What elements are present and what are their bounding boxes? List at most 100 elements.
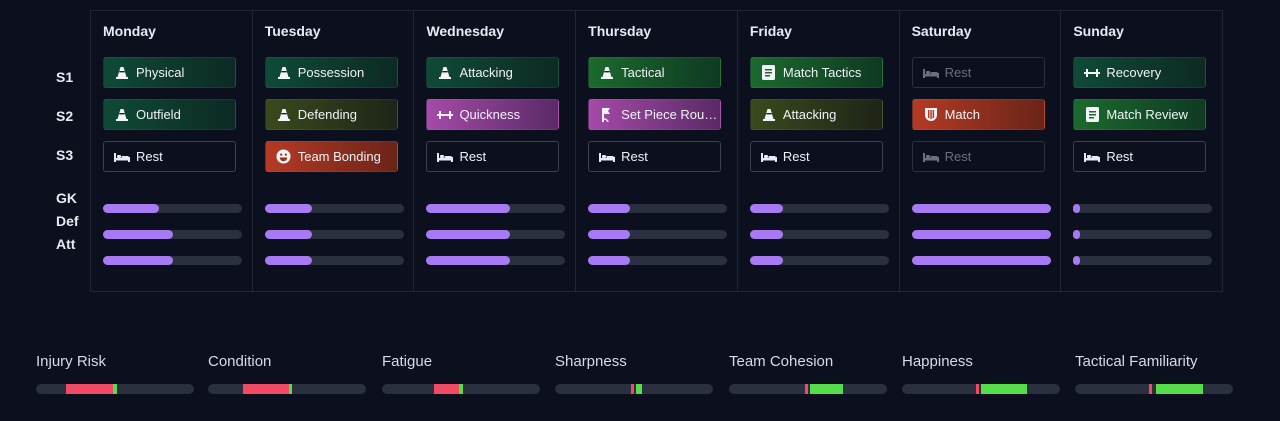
bed-icon <box>112 151 132 163</box>
metric-bar-marker <box>115 384 117 394</box>
row-label-s1: S1 <box>56 69 74 85</box>
session-label: Tactical <box>621 65 665 80</box>
day-header: Tuesday <box>264 23 321 39</box>
load-bar-fill <box>103 204 159 213</box>
row-label-s2: S2 <box>56 108 74 124</box>
cone-icon <box>274 108 294 122</box>
metric-label: Tactical Familiarity <box>1075 353 1198 370</box>
load-bar-fill <box>264 204 312 213</box>
session-card-s2[interactable]: Attacking <box>749 99 883 130</box>
metric-bar <box>555 384 713 394</box>
load-bar-att <box>588 256 728 265</box>
session-card-s2[interactable]: Quickness <box>426 99 560 130</box>
metric-bar-positive <box>459 384 463 394</box>
bed-icon <box>597 151 617 163</box>
session-card-s2[interactable]: Match <box>911 99 1045 130</box>
session-card-s2[interactable]: Match Review <box>1073 99 1207 130</box>
session-label: Rest <box>1106 149 1134 164</box>
metric-bar <box>208 384 366 394</box>
session-label: Recovery <box>1106 65 1162 80</box>
metric-sharpness: Sharpness <box>555 353 715 394</box>
session-card-s3[interactable]: Rest <box>749 141 883 172</box>
metric-bar-marker <box>461 384 463 394</box>
session-card-s1[interactable]: Tactical <box>588 57 722 88</box>
session-label: Team Bonding <box>297 149 381 164</box>
session-card-s1[interactable]: Recovery <box>1073 57 1207 88</box>
day-header: Monday <box>103 23 156 39</box>
day-column-saturday: Saturday Rest Match Rest <box>900 11 1062 291</box>
load-bar-fill <box>749 204 784 213</box>
session-card-s2[interactable]: Outfield <box>103 99 236 130</box>
session-card-s3[interactable]: Rest <box>426 141 560 172</box>
metric-bar <box>1075 384 1233 394</box>
session-card-s3[interactable]: Rest <box>1073 141 1207 172</box>
load-bar-gk <box>264 204 404 213</box>
session-card-s2[interactable]: Defending <box>264 99 398 130</box>
load-bar-gk <box>749 204 889 213</box>
session-card-s1[interactable]: Rest <box>911 57 1045 88</box>
metric-label: Team Cohesion <box>729 353 834 370</box>
load-bar-fill <box>426 204 510 213</box>
row-label-def: Def <box>56 213 79 229</box>
load-bar-fill <box>588 204 630 213</box>
load-bar-att <box>103 256 242 265</box>
metric-condition: Condition <box>208 353 368 394</box>
metric-bar-negative <box>242 384 289 394</box>
metric-bar-positive <box>809 384 843 394</box>
session-card-s3[interactable]: Rest <box>911 141 1045 172</box>
metric-bar <box>382 384 540 394</box>
metric-label: Injury Risk <box>36 353 107 370</box>
session-label: Rest <box>621 149 648 164</box>
session-card-s1[interactable]: Physical <box>103 57 236 88</box>
load-bar-fill <box>588 230 630 239</box>
metric-bar-positive <box>113 384 117 394</box>
session-label: Rest <box>136 149 163 164</box>
session-card-s3[interactable]: Rest <box>588 141 722 172</box>
load-bar-fill <box>749 230 784 239</box>
row-label-gk: GK <box>56 190 77 206</box>
bed-icon <box>1082 151 1102 163</box>
session-card-s1[interactable]: Attacking <box>426 57 560 88</box>
metric-bar-positive <box>981 384 1027 394</box>
session-card-s1[interactable]: Possession <box>264 57 398 88</box>
metric-injury-risk: Injury Risk <box>36 353 196 394</box>
session-card-s2[interactable]: Set Piece Routi... <box>588 99 722 130</box>
metric-label: Fatigue <box>382 353 433 370</box>
metric-bar-positive <box>635 384 642 394</box>
bed-icon <box>921 67 941 79</box>
load-bar-fill <box>103 256 173 265</box>
load-bar-fill <box>103 230 173 239</box>
cone-icon <box>274 66 294 80</box>
day-header: Saturday <box>911 23 972 39</box>
metric-bar-marker <box>1149 384 1152 394</box>
bed-icon <box>759 151 779 163</box>
day-header: Thursday <box>588 23 652 39</box>
load-bar-att <box>426 256 566 265</box>
cone-icon <box>112 108 132 122</box>
load-bar-att <box>264 256 404 265</box>
load-bar-def <box>911 230 1051 239</box>
metric-team-cohesion: Team Cohesion <box>729 353 889 394</box>
load-bar-def <box>588 230 728 239</box>
session-label: Attacking <box>782 107 837 122</box>
load-bar-def <box>426 230 566 239</box>
smiley-icon <box>274 149 294 164</box>
load-bar-att <box>1073 256 1213 265</box>
session-label: Rest <box>944 149 972 164</box>
metric-label: Condition <box>208 353 272 370</box>
session-card-s3[interactable]: Team Bonding <box>264 141 398 172</box>
metric-happiness: Happiness <box>902 353 1062 394</box>
session-label: Quickness <box>459 107 521 122</box>
day-column-monday: Monday Physical Outfield Rest <box>91 11 253 291</box>
load-bar-fill <box>264 230 312 239</box>
metric-tactical-familiarity: Tactical Familiarity <box>1075 353 1235 394</box>
bed-icon <box>435 151 455 163</box>
session-label: Rest <box>944 65 972 80</box>
session-card-s1[interactable]: Match Tactics <box>749 57 883 88</box>
load-bar-att <box>749 256 889 265</box>
session-card-s3[interactable]: Rest <box>103 141 236 172</box>
session-label: Match Review <box>1106 107 1188 122</box>
load-bar-gk <box>1073 204 1213 213</box>
load-bar-fill <box>426 256 510 265</box>
load-bar-def <box>1073 230 1213 239</box>
